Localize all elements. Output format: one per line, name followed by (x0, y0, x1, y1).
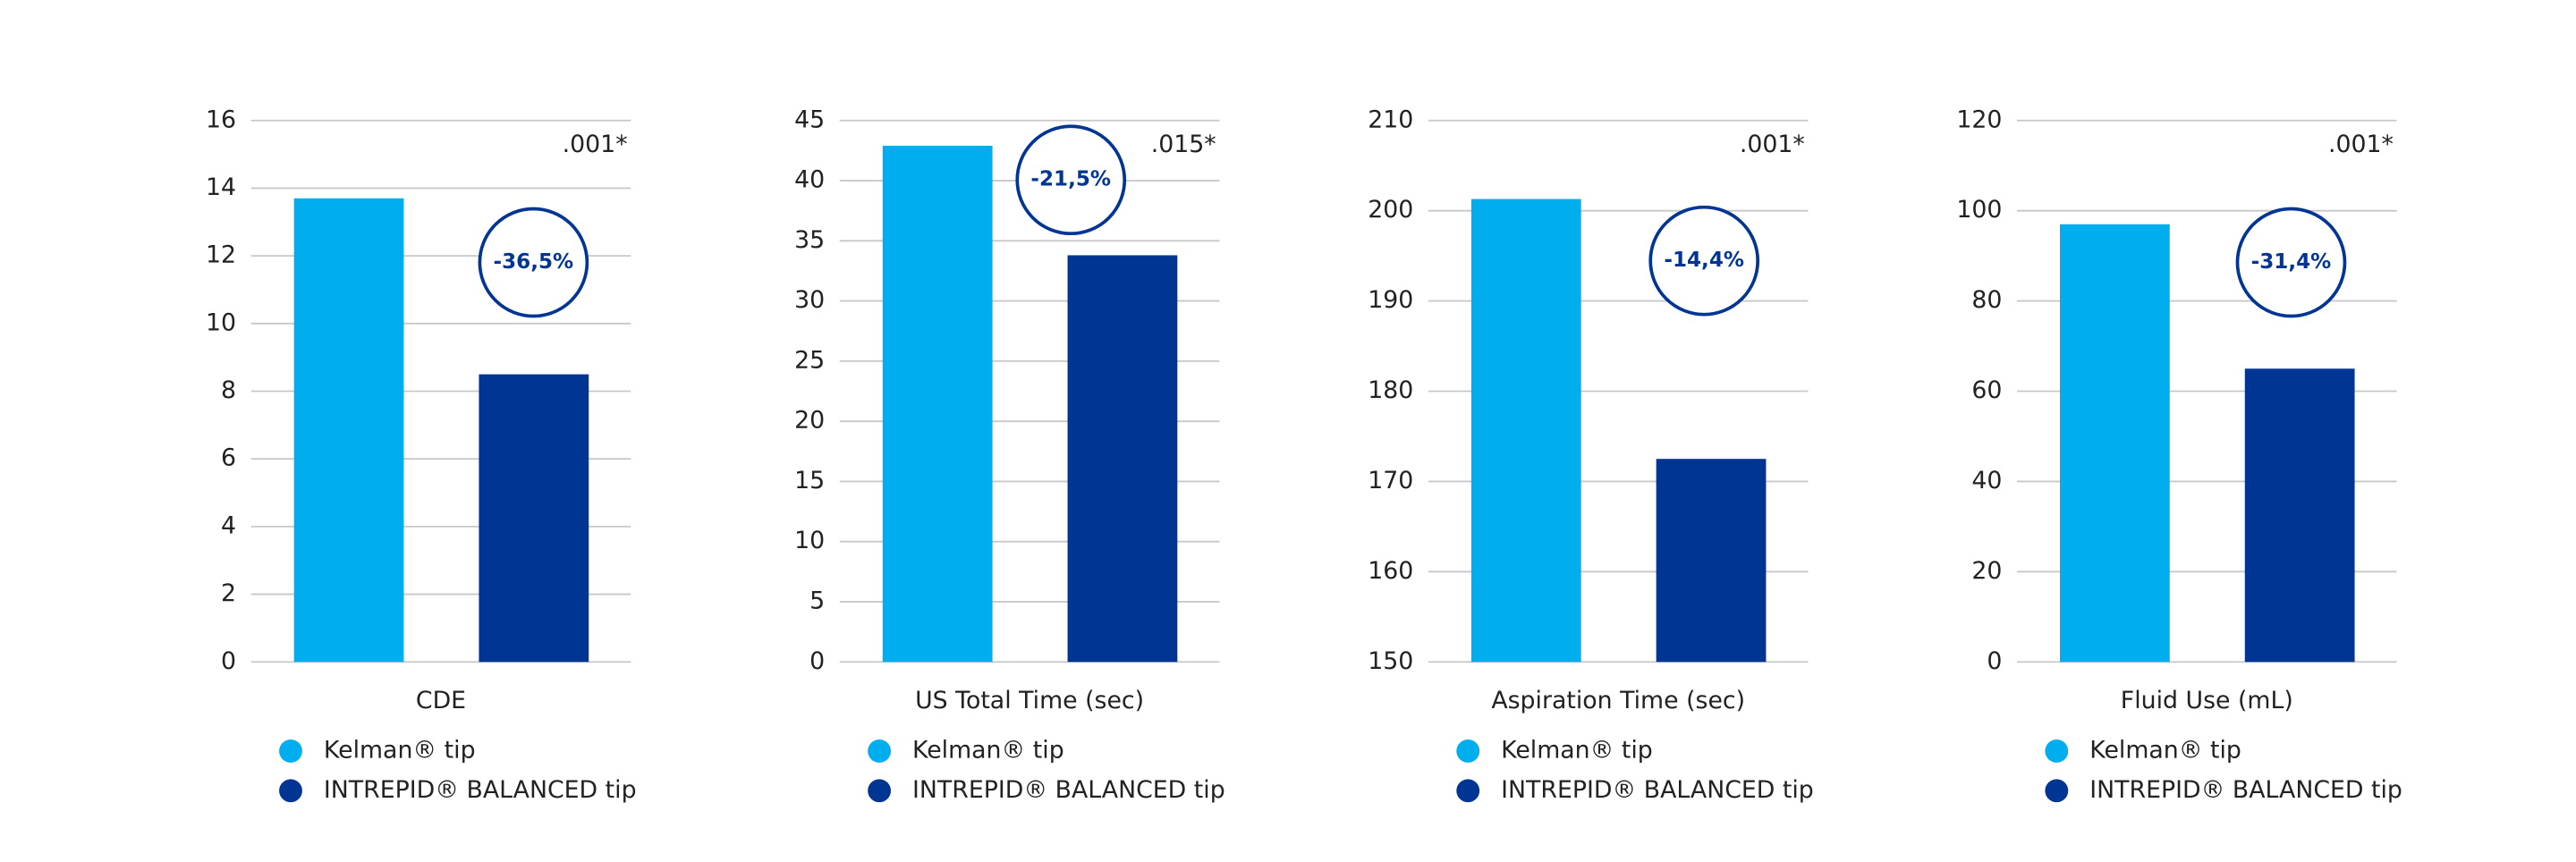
change-label: -36,5% (494, 250, 574, 274)
bar (2244, 368, 2355, 663)
legend-marker (868, 739, 892, 763)
legend-marker (279, 779, 302, 803)
y-tick-label: 0 (1987, 647, 2002, 675)
y-tick-label: 40 (1971, 467, 2002, 494)
y-tick-label: 80 (1971, 286, 2002, 314)
legend-label: Kelman® tip (1501, 736, 1653, 764)
legend-marker (1456, 739, 1480, 763)
legend-label: Kelman® tip (2089, 736, 2241, 764)
x-axis-label: Fluid Use (mL) (2121, 687, 2293, 714)
bar (2060, 224, 2170, 663)
bar (293, 198, 404, 663)
bar (479, 374, 589, 663)
legend-label: INTREPID® BALANCED tip (324, 776, 637, 804)
y-tick-label: 15 (794, 467, 825, 494)
y-tick-label: 40 (794, 166, 825, 194)
y-tick-label: 120 (1956, 106, 2002, 133)
y-tick-label: 10 (794, 527, 825, 554)
y-tick-label: 5 (809, 587, 825, 614)
y-tick-label: 20 (1971, 557, 2002, 585)
y-tick-label: 0 (221, 647, 236, 675)
y-tick-label: 150 (1368, 647, 1413, 675)
y-tick-label: 100 (1956, 196, 2002, 224)
p-value: .001* (1740, 131, 1805, 158)
change-badge (478, 207, 589, 318)
y-tick-label: 60 (1971, 376, 2002, 404)
y-tick-label: 190 (1368, 286, 1413, 314)
legend-label: INTREPID® BALANCED tip (1501, 776, 1814, 804)
legend-marker (2045, 779, 2069, 803)
y-tick-label: 6 (221, 444, 236, 472)
bar (1656, 459, 1767, 663)
bar (882, 146, 993, 663)
legend-label: Kelman® tip (324, 736, 476, 764)
legend-marker (1456, 779, 1480, 803)
y-tick-label: 16 (206, 106, 236, 133)
y-tick-label: 30 (794, 286, 825, 314)
y-tick-label: 2 (221, 579, 236, 607)
legend-marker (2045, 739, 2069, 763)
x-axis-label: Aspiration Time (sec) (1491, 687, 1745, 714)
bar (1067, 255, 1178, 663)
change-label: -31,4% (2251, 250, 2332, 274)
y-tick-label: 25 (794, 346, 825, 374)
x-axis-label: CDE (416, 687, 466, 714)
change-label: -14,4% (1664, 249, 1744, 272)
legend-label: INTREPID® BALANCED tip (2089, 776, 2402, 804)
y-tick-label: 14 (206, 173, 236, 201)
y-tick-label: 200 (1368, 196, 1413, 224)
y-tick-label: 210 (1368, 106, 1413, 133)
change-badge (1015, 124, 1127, 236)
y-tick-label: 20 (794, 407, 825, 435)
bar (1470, 199, 1581, 663)
change-badge (1648, 205, 1760, 317)
y-tick-label: 0 (809, 647, 825, 675)
legend-marker (868, 779, 892, 803)
y-tick-label: 10 (206, 308, 236, 336)
change-badge (2235, 207, 2347, 318)
legend-label: Kelman® tip (912, 736, 1064, 764)
change-label: -21,5% (1030, 168, 1111, 191)
y-tick-label: 180 (1368, 376, 1413, 404)
y-tick-label: 8 (221, 376, 236, 404)
y-tick-label: 45 (794, 106, 825, 133)
y-tick-label: 4 (221, 511, 236, 539)
legend-marker (279, 739, 302, 763)
p-value: .015* (1151, 131, 1216, 158)
y-tick-label: 12 (206, 241, 236, 269)
x-axis-label: US Total Time (sec) (915, 687, 1144, 714)
p-value: .001* (2328, 131, 2394, 158)
y-tick-label: 35 (794, 226, 825, 254)
y-tick-label: 160 (1368, 557, 1413, 585)
y-tick-label: 170 (1368, 467, 1413, 494)
legend-label: INTREPID® BALANCED tip (912, 776, 1225, 804)
p-value: .001* (563, 131, 628, 158)
